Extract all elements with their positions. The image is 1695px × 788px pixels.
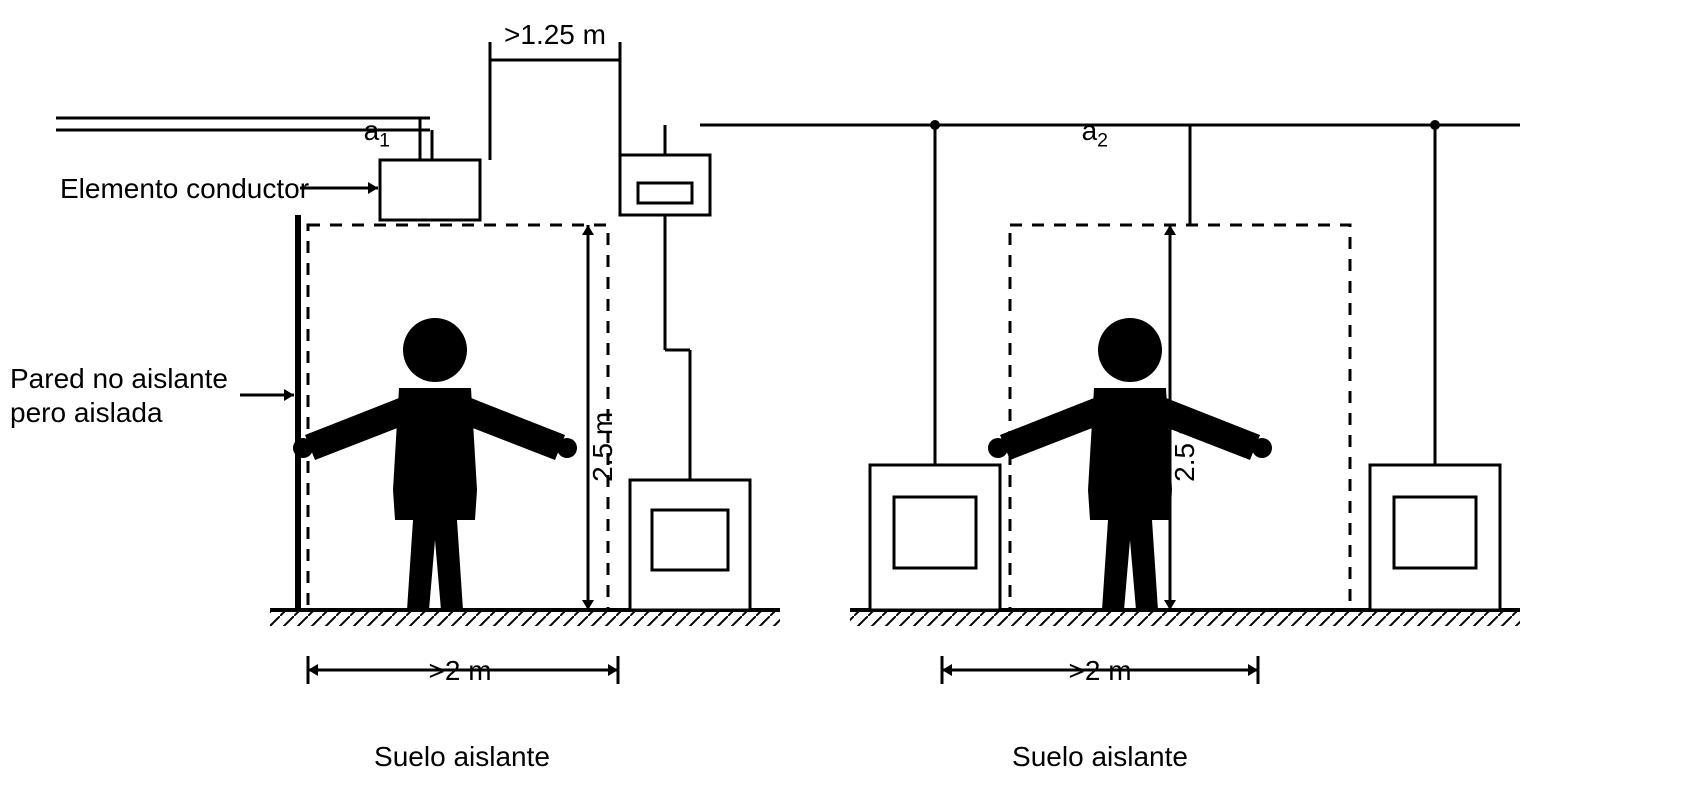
label-pared: Pared no aislante pero aislada <box>10 362 228 429</box>
label-bottom-dim-right: >2 m <box>1068 654 1131 688</box>
diagram-svg <box>0 0 1695 788</box>
label-elemento-conductor: Elemento conductor <box>60 172 309 206</box>
label-top-dim: >1.25 m <box>504 18 606 52</box>
label-bottom-dim-left: >2 m <box>428 654 491 688</box>
label-suelo-left: Suelo aislante <box>374 740 550 774</box>
label-height-left: 2.5 m <box>586 412 620 482</box>
label-suelo-right: Suelo aislante <box>1012 740 1188 774</box>
label-a1: a1 <box>348 80 390 153</box>
diagram-stage: a1 a2 >1.25 m Elemento conductor Pared n… <box>0 0 1695 788</box>
label-a2: a2 <box>1066 80 1108 153</box>
label-height-right: 2.5 m <box>1168 412 1202 482</box>
